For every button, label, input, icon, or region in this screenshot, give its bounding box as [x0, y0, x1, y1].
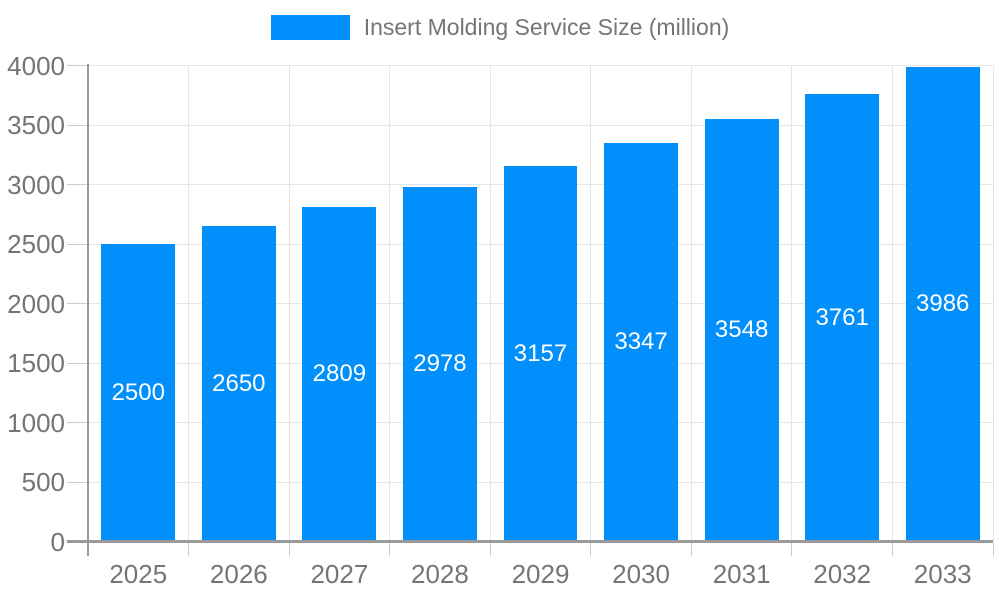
bar-value-label: 3347 — [614, 328, 668, 356]
gridline-vertical — [992, 65, 994, 542]
y-axis-label: 2500 — [7, 229, 65, 259]
x-axis-label: 2026 — [209, 558, 268, 589]
gridline-horizontal — [88, 124, 993, 126]
bar[interactable] — [704, 119, 779, 540]
y-axis-tick — [67, 124, 88, 126]
x-axis-tick — [489, 543, 491, 556]
gridline-vertical — [288, 65, 290, 542]
legend-marker-swatch — [270, 15, 350, 40]
y-axis-label: 3500 — [7, 110, 65, 140]
x-axis-label: 2031 — [712, 558, 771, 589]
bar[interactable] — [805, 93, 880, 540]
x-axis-label: 2029 — [511, 558, 570, 589]
gridline-vertical — [590, 65, 592, 542]
x-axis-tick — [288, 543, 290, 556]
gridline-vertical — [791, 65, 793, 542]
x-axis-label: 2027 — [310, 558, 369, 589]
x-axis-label: 2025 — [109, 558, 168, 589]
x-axis-label: 2028 — [411, 558, 469, 589]
gridline-vertical — [891, 65, 893, 542]
x-axis-tick — [791, 543, 793, 556]
x-axis-tick — [992, 543, 994, 556]
bar[interactable] — [101, 244, 176, 540]
y-axis-label: 0 — [50, 526, 65, 557]
x-axis-label: 2033 — [913, 558, 972, 589]
bar[interactable] — [604, 143, 678, 540]
legend-label: Insert Molding Service Size (million) — [363, 14, 730, 40]
x-axis-tick — [590, 543, 592, 556]
bar[interactable] — [905, 67, 980, 540]
y-axis-label: 2000 — [7, 288, 65, 319]
gridline-vertical — [690, 65, 692, 542]
bar-value-label: 2500 — [111, 378, 165, 406]
y-axis-label: 1000 — [7, 407, 65, 438]
y-axis-label: 4000 — [7, 50, 65, 81]
bar-value-label: 2650 — [212, 369, 266, 397]
gridline-vertical — [188, 65, 190, 542]
x-axis-tick — [188, 543, 190, 556]
y-axis-tick — [67, 303, 88, 304]
bar-value-label: 2809 — [312, 360, 367, 388]
x-axis-label: 2030 — [612, 558, 670, 589]
y-axis-tick — [67, 184, 88, 185]
bar[interactable] — [302, 207, 377, 540]
x-axis-line — [67, 540, 993, 543]
y-axis-line — [86, 64, 89, 556]
gridline-horizontal — [88, 65, 993, 66]
bar[interactable] — [201, 226, 276, 540]
x-axis-tick — [389, 543, 391, 556]
bar[interactable] — [503, 165, 578, 540]
x-axis-tick — [690, 543, 692, 556]
bar-value-label: 3157 — [513, 339, 568, 367]
y-axis-tick — [67, 65, 88, 66]
y-axis-tick — [67, 362, 88, 364]
gridline-vertical — [489, 65, 491, 542]
y-axis-label: 3000 — [7, 169, 65, 200]
bar-value-label: 2978 — [413, 350, 467, 378]
gridline-vertical — [389, 65, 391, 542]
bar-value-label: 3761 — [815, 303, 869, 331]
x-axis-tick — [891, 543, 893, 556]
y-axis-tick — [67, 422, 88, 423]
legend[interactable]: Insert Molding Service Size (million) — [0, 14, 1000, 41]
bar-value-label: 3986 — [916, 290, 970, 318]
y-axis-label: 1500 — [7, 348, 65, 378]
bar-value-label: 3548 — [714, 316, 769, 344]
x-axis-label: 2032 — [813, 558, 872, 589]
y-axis-label: 500 — [21, 467, 65, 497]
y-axis-tick — [67, 481, 88, 483]
bar[interactable] — [402, 187, 477, 540]
y-axis-tick — [67, 243, 88, 245]
